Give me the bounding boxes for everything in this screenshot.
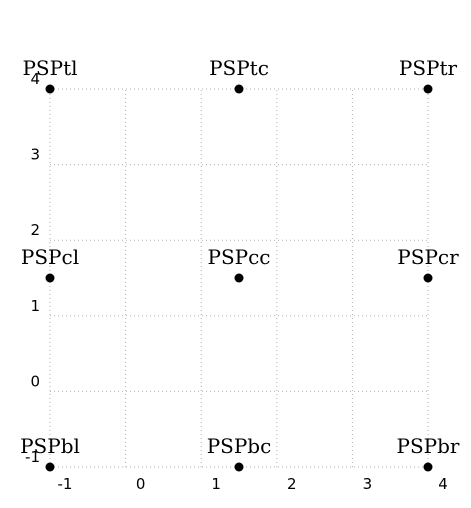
y-tick-label: 2 <box>30 221 40 239</box>
point-marker <box>234 273 244 283</box>
point-marker <box>45 84 55 94</box>
point-marker <box>423 84 433 94</box>
point-marker <box>234 462 244 472</box>
point-label: PSPcr <box>397 245 459 269</box>
y-tick-label: 0 <box>30 372 40 390</box>
point-label: PSPcc <box>207 245 270 269</box>
point-label: PSPbc <box>207 434 272 458</box>
x-tick-label: 1 <box>211 475 221 493</box>
x-tick-label: 4 <box>438 475 448 493</box>
point-label: PSPbr <box>397 434 460 458</box>
point-marker <box>234 84 244 94</box>
point-label: PSPtr <box>399 56 458 80</box>
point-marker <box>45 273 55 283</box>
y-tick-label: 4 <box>30 70 40 88</box>
x-tick-label: 2 <box>287 475 297 493</box>
y-tick-label: 3 <box>30 146 40 164</box>
point-marker <box>423 462 433 472</box>
x-tick-label: 3 <box>363 475 373 493</box>
tick-labels: -1 0 1 2 3 4 -1 0 1 2 3 4 <box>25 70 448 493</box>
points-layer: PSPtl PSPtc PSPtr PSPcl PSPcc PSPcr PSPbl PSPbc… <box>20 56 460 472</box>
y-tick-label: -1 <box>25 448 40 466</box>
x-tick-label: 0 <box>136 475 146 493</box>
point-label: PSPtl <box>22 56 77 80</box>
y-tick-label: 1 <box>30 297 40 315</box>
point-marker <box>423 273 433 283</box>
point-label: PSPbl <box>20 434 80 458</box>
point-label: PSPcl <box>21 245 79 269</box>
point-marker <box>45 462 55 472</box>
point-label: PSPtc <box>209 56 269 80</box>
x-tick-label: -1 <box>58 475 73 493</box>
